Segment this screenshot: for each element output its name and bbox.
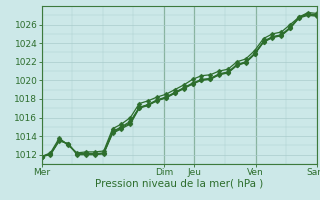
X-axis label: Pression niveau de la mer( hPa ): Pression niveau de la mer( hPa ) bbox=[95, 179, 263, 189]
